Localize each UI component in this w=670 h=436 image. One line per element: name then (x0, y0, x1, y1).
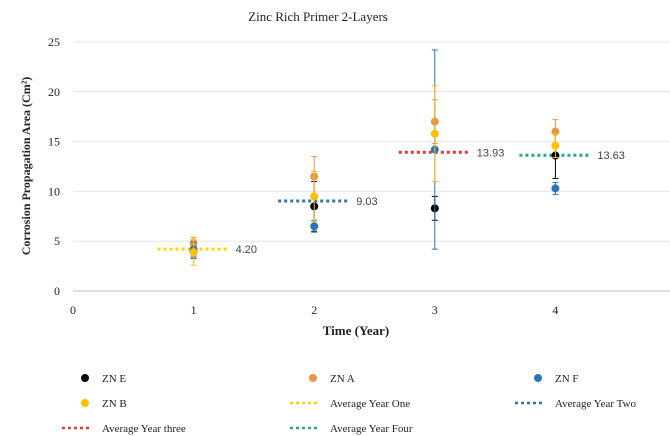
grid-layer (73, 41, 670, 242)
average-label: 4.20 (236, 244, 257, 256)
legend-label: ZN F (555, 373, 579, 385)
data-point (310, 192, 319, 201)
y-tick-label: 15 (48, 135, 60, 149)
legend-marker (81, 399, 89, 407)
legend-label: ZN E (102, 373, 126, 385)
legend: ZN E ZN A ZN F ZN B Average Year One Average … (62, 373, 636, 435)
legend-label: Average Year Two (555, 398, 636, 410)
data-point (430, 129, 439, 138)
legend-marker (309, 374, 317, 382)
chart-title: Zinc Rich Primer 2-Layers (248, 9, 388, 24)
data-point (551, 141, 560, 150)
legend-label: Average Year One (330, 398, 410, 410)
data-layer: 4.20 9.03 13.93 13.63 (157, 49, 625, 266)
axis-layer: 0 5 10 15 20 25 0 1 2 3 4 (48, 35, 670, 317)
legend-label: Average Year Four (330, 423, 413, 435)
x-tick-label: 2 (311, 303, 317, 317)
y-tick-label: 5 (54, 234, 60, 248)
legend-label: Average Year three (102, 423, 186, 435)
data-point (551, 184, 560, 193)
y-tick-label: 0 (54, 284, 60, 298)
average-label: 13.93 (477, 147, 505, 159)
x-tick-label: 1 (191, 303, 197, 317)
legend-label: ZN A (330, 373, 355, 385)
y-tick-label: 10 (48, 184, 60, 198)
average-label: 13.63 (597, 150, 625, 162)
legend-marker (534, 374, 542, 382)
average-label: 9.03 (356, 196, 377, 208)
x-axis-label: Time (Year) (323, 323, 390, 338)
x-tick-label: 0 (70, 303, 76, 317)
legend-label: ZN B (102, 398, 127, 410)
y-axis-label: Corrosion Propagation Area (Cm²) (19, 77, 33, 256)
y-tick-label: 20 (48, 85, 60, 99)
x-tick-label: 3 (432, 303, 438, 317)
x-tick-label: 4 (552, 303, 558, 317)
data-point (189, 248, 198, 257)
y-tick-label: 25 (48, 35, 60, 49)
legend-marker (81, 374, 89, 382)
data-point (310, 222, 319, 231)
